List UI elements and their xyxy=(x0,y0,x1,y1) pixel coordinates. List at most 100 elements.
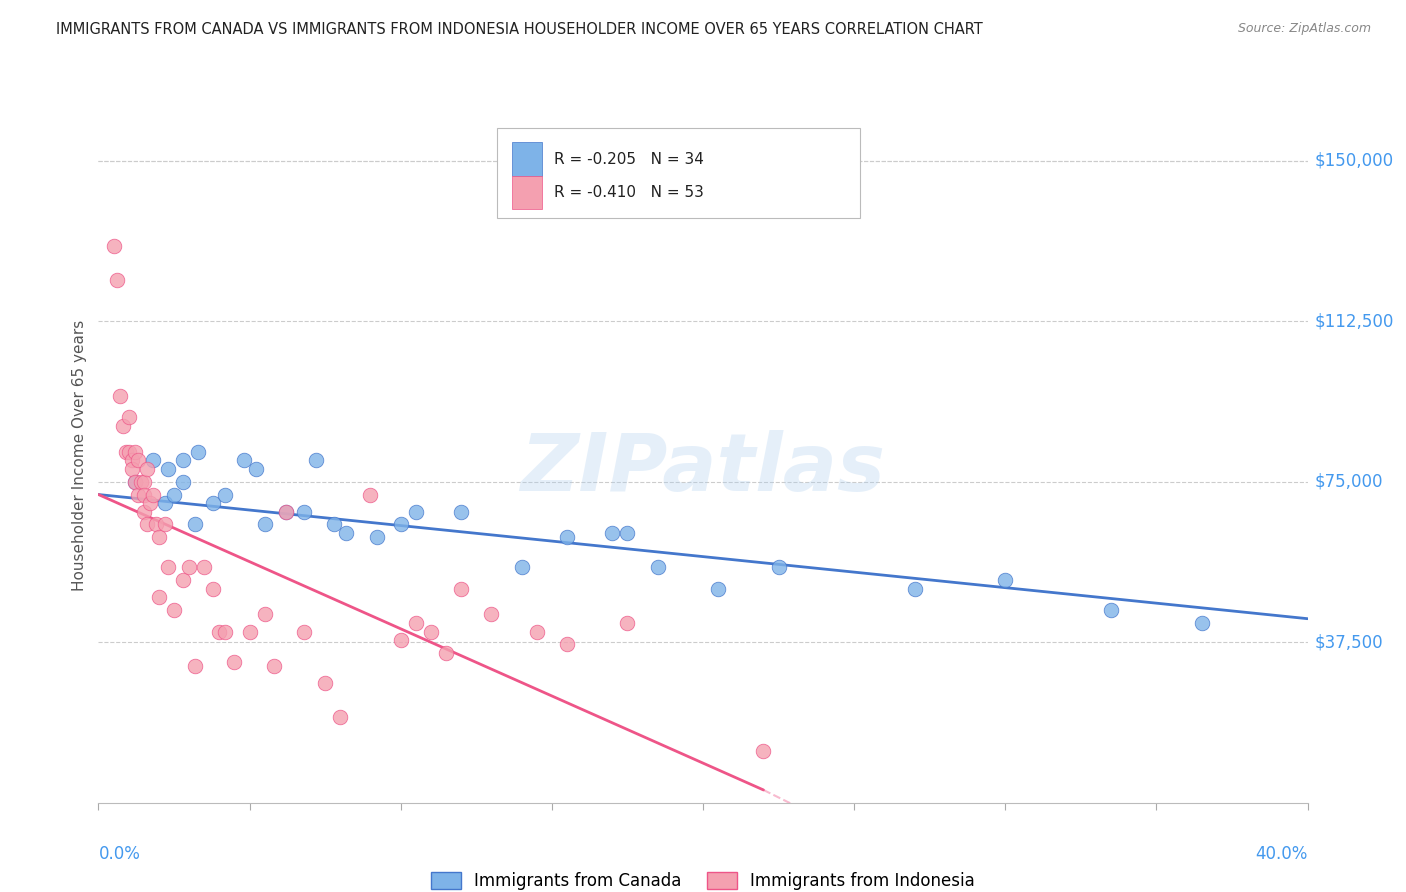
Point xyxy=(405,615,427,630)
Point xyxy=(172,573,194,587)
Point xyxy=(177,560,201,574)
Point xyxy=(208,624,231,639)
Point xyxy=(647,560,669,574)
Point xyxy=(135,462,157,476)
Text: $37,500: $37,500 xyxy=(1315,633,1384,651)
Point xyxy=(904,582,927,596)
Point xyxy=(121,462,143,476)
Point xyxy=(450,582,472,596)
Point xyxy=(121,453,143,467)
Point xyxy=(124,444,146,458)
Point xyxy=(163,603,186,617)
Point xyxy=(555,637,578,651)
Text: Source: ZipAtlas.com: Source: ZipAtlas.com xyxy=(1237,22,1371,36)
Text: $112,500: $112,500 xyxy=(1315,312,1393,330)
Legend: Immigrants from Canada, Immigrants from Indonesia: Immigrants from Canada, Immigrants from … xyxy=(423,863,983,892)
Point xyxy=(707,582,730,596)
Text: R = -0.410   N = 53: R = -0.410 N = 53 xyxy=(554,185,703,200)
Text: 0.0%: 0.0% xyxy=(98,845,141,863)
Point xyxy=(434,646,457,660)
Point xyxy=(335,526,357,541)
Point xyxy=(360,487,382,501)
Point xyxy=(389,517,412,532)
Point xyxy=(314,676,336,690)
Point xyxy=(153,517,176,532)
Point xyxy=(184,517,207,532)
Point xyxy=(214,487,236,501)
Point xyxy=(124,475,146,489)
Point xyxy=(1099,603,1122,617)
Point xyxy=(616,526,638,541)
Point xyxy=(135,517,157,532)
Point xyxy=(187,444,209,458)
Point xyxy=(481,607,503,622)
Point xyxy=(602,526,624,541)
Point xyxy=(153,496,176,510)
Point xyxy=(202,582,225,596)
Y-axis label: Householder Income Over 65 years: Householder Income Over 65 years xyxy=(72,319,87,591)
Point xyxy=(148,591,170,605)
Point xyxy=(132,505,155,519)
Point xyxy=(450,505,472,519)
Point xyxy=(148,530,170,544)
Point xyxy=(366,530,388,544)
Point xyxy=(323,517,346,532)
Point xyxy=(419,624,441,639)
Point xyxy=(616,615,638,630)
Point xyxy=(253,517,276,532)
Point xyxy=(232,453,254,467)
Text: IMMIGRANTS FROM CANADA VS IMMIGRANTS FROM INDONESIA HOUSEHOLDER INCOME OVER 65 Y: IMMIGRANTS FROM CANADA VS IMMIGRANTS FRO… xyxy=(56,22,983,37)
Point xyxy=(142,453,165,467)
Point xyxy=(127,453,149,467)
Point xyxy=(202,496,225,510)
Point xyxy=(329,710,352,724)
Point xyxy=(263,658,285,673)
Point xyxy=(142,487,165,501)
Point xyxy=(245,462,267,476)
Point xyxy=(118,444,141,458)
Point xyxy=(145,517,167,532)
Text: $75,000: $75,000 xyxy=(1315,473,1384,491)
Text: R = -0.205   N = 34: R = -0.205 N = 34 xyxy=(554,152,703,167)
Point xyxy=(156,560,179,574)
Point xyxy=(555,530,578,544)
Point xyxy=(526,624,548,639)
Point xyxy=(274,505,297,519)
Point xyxy=(405,505,427,519)
Point xyxy=(118,410,141,425)
Text: ZIPatlas: ZIPatlas xyxy=(520,430,886,508)
Point xyxy=(389,633,412,648)
Point xyxy=(253,607,276,622)
Point xyxy=(510,560,533,574)
Point xyxy=(994,573,1017,587)
Point xyxy=(752,744,775,758)
Point xyxy=(274,505,297,519)
Text: 40.0%: 40.0% xyxy=(1256,845,1308,863)
Point xyxy=(292,624,315,639)
Point xyxy=(139,496,162,510)
Point xyxy=(124,475,146,489)
Point xyxy=(305,453,328,467)
Point xyxy=(214,624,236,639)
Point xyxy=(172,453,194,467)
Point xyxy=(108,389,131,403)
Text: $150,000: $150,000 xyxy=(1315,152,1393,169)
Point xyxy=(111,419,134,434)
Point xyxy=(114,444,136,458)
Point xyxy=(172,475,194,489)
Point xyxy=(156,462,179,476)
Point xyxy=(239,624,262,639)
Point xyxy=(184,658,207,673)
Point xyxy=(132,475,155,489)
Point xyxy=(193,560,215,574)
Point xyxy=(103,239,125,253)
Point xyxy=(129,475,152,489)
Point xyxy=(1191,615,1213,630)
Point xyxy=(224,655,246,669)
Point xyxy=(132,487,155,501)
Point xyxy=(292,505,315,519)
Point xyxy=(768,560,790,574)
Point xyxy=(127,487,149,501)
Point xyxy=(105,273,128,287)
Point xyxy=(163,487,186,501)
